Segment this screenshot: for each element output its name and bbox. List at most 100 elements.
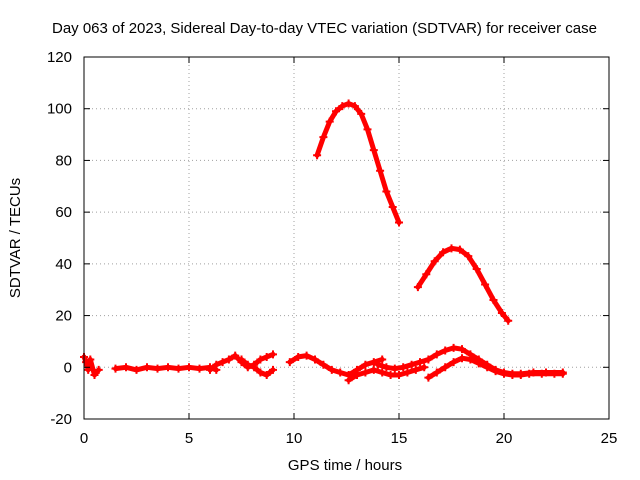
data-point bbox=[395, 218, 403, 227]
data-point bbox=[206, 365, 214, 374]
data-point bbox=[430, 257, 439, 266]
x-tick-label: 20 bbox=[496, 430, 513, 447]
data-point bbox=[153, 364, 162, 373]
data-point bbox=[361, 360, 370, 369]
data-point bbox=[439, 248, 448, 257]
data-point bbox=[262, 371, 271, 380]
data-point bbox=[90, 371, 99, 380]
data-point bbox=[231, 351, 240, 360]
data-point bbox=[332, 107, 340, 116]
data-point bbox=[269, 365, 277, 374]
series-trace bbox=[346, 364, 427, 383]
data-point bbox=[411, 365, 420, 374]
data-point bbox=[369, 358, 378, 367]
data-point bbox=[174, 364, 183, 373]
data-point bbox=[399, 363, 408, 372]
data-point bbox=[302, 351, 311, 360]
data-point bbox=[432, 350, 441, 359]
data-point bbox=[344, 99, 353, 108]
data-point bbox=[256, 355, 265, 364]
data-point bbox=[132, 365, 141, 374]
y-tick-label: -20 bbox=[50, 411, 72, 428]
data-point bbox=[336, 368, 345, 377]
data-point bbox=[262, 352, 271, 361]
series-trace bbox=[425, 355, 566, 381]
series-arc-peak-100 bbox=[313, 99, 403, 227]
y-tick-label: 40 bbox=[55, 256, 72, 273]
data-points bbox=[80, 99, 567, 385]
y-tick-label: 120 bbox=[47, 49, 72, 66]
data-point bbox=[441, 363, 450, 372]
data-point bbox=[455, 245, 464, 254]
x-tick-label: 5 bbox=[185, 430, 193, 447]
data-point bbox=[285, 358, 294, 367]
data-point bbox=[388, 202, 397, 211]
data-point bbox=[369, 365, 378, 374]
data-point bbox=[390, 364, 399, 373]
data-point bbox=[424, 355, 433, 364]
data-point bbox=[212, 360, 221, 369]
data-point bbox=[395, 371, 403, 380]
data-point bbox=[376, 166, 385, 175]
data-point bbox=[483, 363, 492, 372]
data-point bbox=[185, 363, 193, 372]
data-point bbox=[537, 369, 546, 378]
data-point bbox=[94, 365, 103, 374]
data-point bbox=[464, 252, 473, 261]
data-point bbox=[447, 244, 456, 253]
data-point bbox=[481, 280, 490, 289]
data-point bbox=[497, 308, 506, 317]
data-point bbox=[472, 265, 481, 274]
series-near-zero-h bbox=[424, 354, 567, 382]
data-point bbox=[550, 369, 559, 378]
data-point bbox=[458, 354, 466, 363]
data-point bbox=[243, 360, 252, 369]
series-near-zero-a bbox=[80, 352, 103, 380]
chart-title: Day 063 of 2023, Sidereal Day-to-day VTE… bbox=[52, 20, 597, 37]
data-point bbox=[466, 355, 475, 364]
data-point bbox=[363, 125, 372, 134]
axis-ticks: 0 5 10 15 20 25 -20 0 20 40 60 80 100 120 bbox=[47, 49, 617, 447]
data-point bbox=[474, 359, 483, 368]
data-point bbox=[382, 187, 391, 196]
data-point bbox=[374, 360, 382, 369]
data-point bbox=[224, 355, 233, 364]
x-tick-label: 25 bbox=[601, 430, 618, 447]
x-tick-label: 0 bbox=[80, 430, 88, 447]
data-point bbox=[311, 355, 319, 364]
data-point bbox=[458, 345, 466, 354]
data-point bbox=[407, 360, 416, 369]
plot-frame bbox=[83, 56, 610, 420]
data-point bbox=[361, 368, 370, 377]
data-point bbox=[500, 369, 508, 378]
data-point bbox=[525, 369, 534, 378]
series-trace bbox=[314, 101, 402, 225]
data-point bbox=[508, 371, 517, 380]
data-point bbox=[420, 363, 429, 372]
data-point bbox=[350, 102, 359, 111]
y-tick-label: 60 bbox=[55, 204, 72, 221]
series-near-zero-b bbox=[111, 363, 221, 374]
data-point bbox=[82, 358, 91, 367]
data-point bbox=[441, 346, 450, 355]
data-point bbox=[424, 373, 433, 382]
data-point bbox=[422, 270, 431, 279]
data-point bbox=[164, 363, 172, 372]
data-point bbox=[504, 316, 513, 325]
data-point bbox=[416, 358, 424, 367]
data-point bbox=[338, 102, 347, 111]
data-point bbox=[143, 363, 151, 372]
data-point bbox=[449, 343, 458, 352]
y-tick-label: 80 bbox=[55, 152, 72, 169]
data-point bbox=[449, 358, 458, 367]
data-point bbox=[353, 371, 361, 380]
y-tick-label: 0 bbox=[64, 359, 72, 376]
data-point bbox=[86, 355, 95, 364]
data-point bbox=[344, 376, 353, 385]
data-point bbox=[558, 369, 567, 378]
data-point bbox=[319, 360, 328, 369]
data-point bbox=[386, 371, 395, 380]
x-tick-label: 10 bbox=[286, 430, 303, 447]
data-point bbox=[357, 109, 366, 118]
